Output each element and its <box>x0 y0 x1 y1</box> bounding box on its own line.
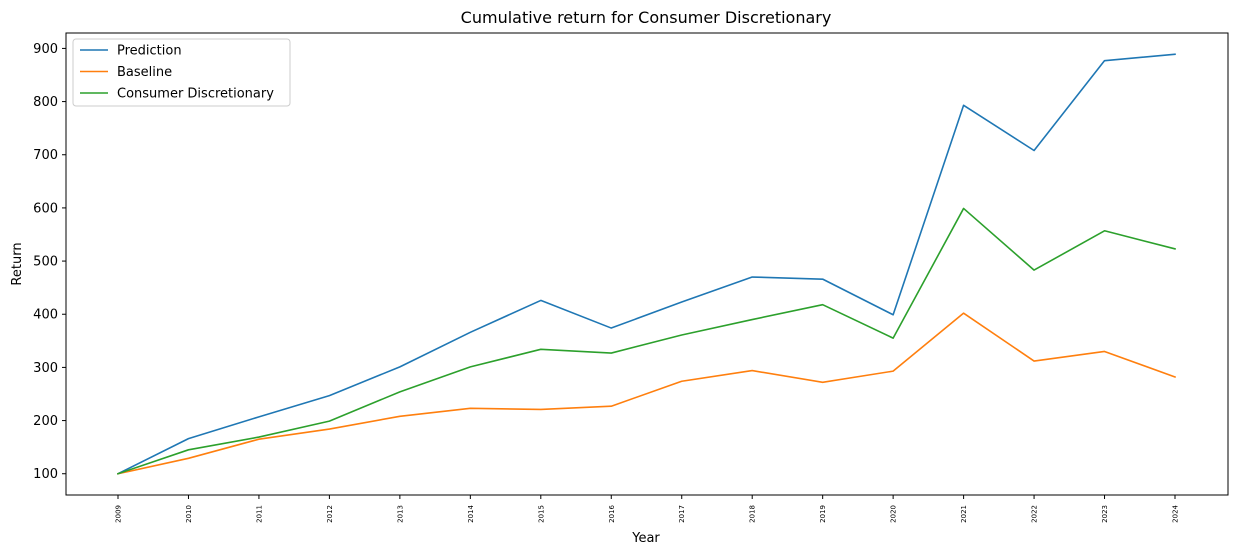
series-layer <box>116 53 1177 475</box>
x-tick-label: 2023 <box>1101 505 1109 523</box>
legend: Prediction Baseline Consumer Discretionary <box>72 38 291 107</box>
y-axis-title: Return <box>10 242 25 285</box>
x-axis-title: Year <box>631 531 660 546</box>
x-tick-label: 2017 <box>678 505 686 523</box>
plot-area-frame <box>65 32 1229 496</box>
legend-box <box>72 38 291 107</box>
y-tick-label: 700 <box>33 148 58 163</box>
y-tick-label: 900 <box>33 42 58 57</box>
x-tick-label: 2010 <box>185 505 193 523</box>
y-axis: 100 200 300 400 500 600 700 800 900 <box>33 42 66 482</box>
x-tick-label: 2024 <box>1172 504 1180 522</box>
y-tick-label: 500 <box>33 255 58 270</box>
x-tick-label: 2020 <box>890 505 898 523</box>
series-line-consumer-discretionary <box>116 207 1176 475</box>
legend-label-consumer-discretionary: Consumer Discretionary <box>117 87 274 102</box>
chart-title: Cumulative return for Consumer Discretio… <box>461 8 832 27</box>
x-tick-label: 2011 <box>255 505 263 523</box>
y-tick-label: 800 <box>33 95 58 110</box>
x-tick-label: 2013 <box>396 505 404 523</box>
x-tick-label: 2018 <box>749 505 757 523</box>
legend-label-prediction: Prediction <box>117 44 182 59</box>
x-tick-label: 2012 <box>326 505 334 523</box>
y-tick-label: 200 <box>33 414 58 429</box>
x-tick-label: 2016 <box>608 504 616 522</box>
x-tick-label: 2015 <box>537 505 545 523</box>
y-tick-label: 400 <box>33 308 58 323</box>
legend-label-baseline: Baseline <box>117 65 172 80</box>
x-tick-label: 2014 <box>467 504 475 522</box>
y-tick-label: 100 <box>33 467 58 482</box>
x-tick-label: 2009 <box>115 505 123 523</box>
series-line-baseline <box>117 312 1177 475</box>
y-tick-label: 600 <box>33 201 58 216</box>
x-tick-label: 2019 <box>819 505 827 523</box>
x-tick-label: 2022 <box>1031 505 1039 523</box>
x-tick-label: 2021 <box>960 505 968 523</box>
x-axis: 2009 2010 2011 2012 2013 2014 2015 2016 2017 2018… <box>115 495 1180 523</box>
series-line-prediction <box>116 53 1176 475</box>
y-tick-label: 300 <box>33 361 58 376</box>
